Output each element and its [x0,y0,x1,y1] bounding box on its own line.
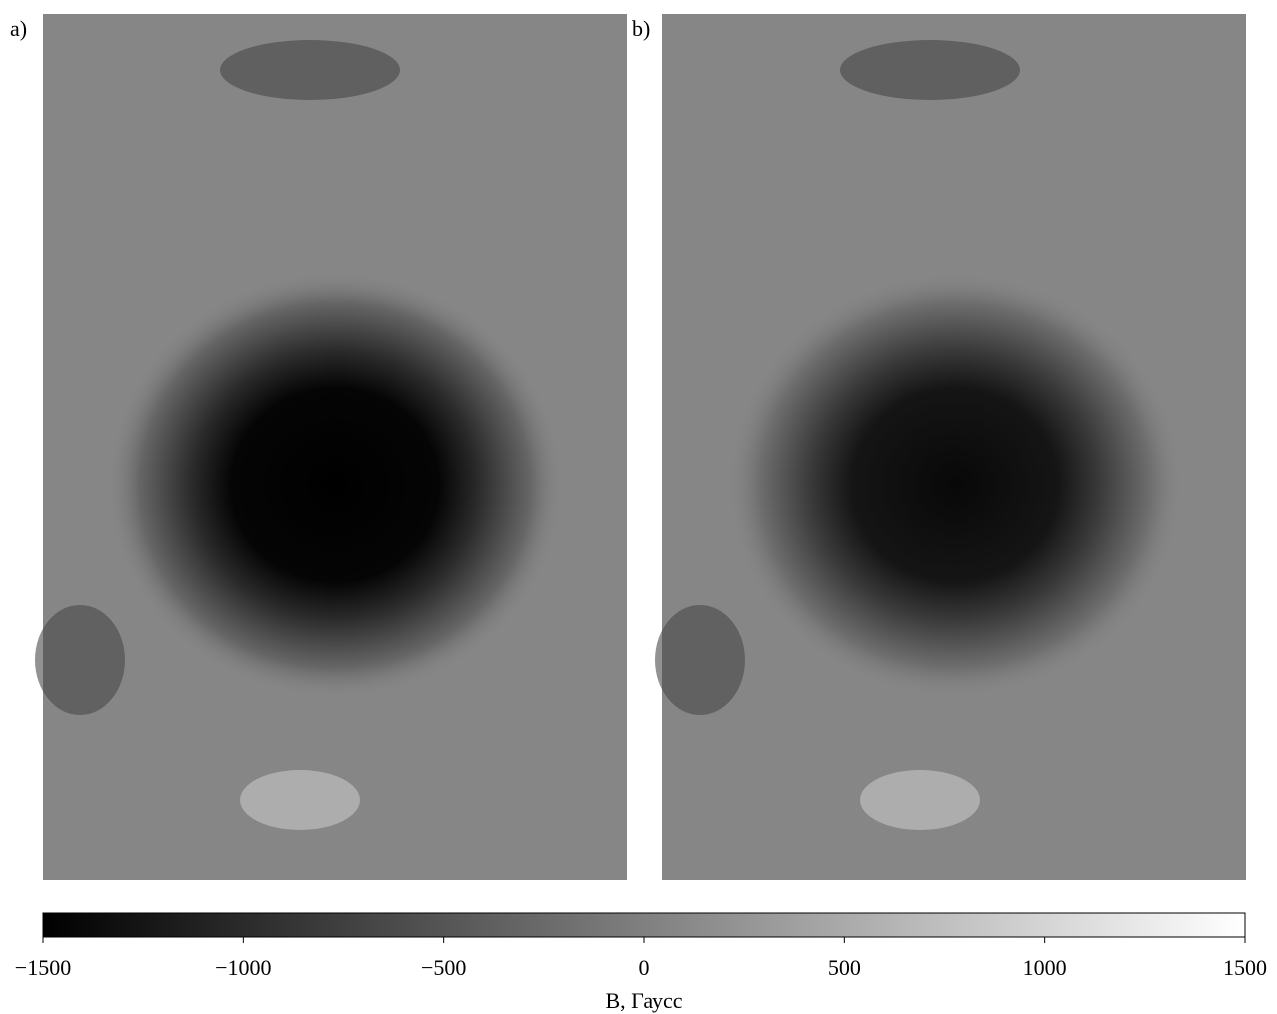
panel-label: b) [632,16,650,41]
plage [240,770,360,830]
x-axis-label: B, Гаусс [605,988,682,1013]
x-tick-label: 0 [639,955,650,980]
x-tick-label: −500 [421,955,466,980]
network [840,40,1020,100]
panel-a [35,14,627,880]
pore [655,605,745,715]
x-tick-label: −1500 [15,955,71,980]
network [220,40,400,100]
plage [860,770,980,830]
x-tick-label: 1000 [1023,955,1067,980]
panel-b [655,14,1246,880]
pore [35,605,125,715]
x-tick-label: 500 [828,955,861,980]
x-tick-label: 1500 [1223,955,1267,980]
sunspot [725,270,1185,700]
x-tick-label: −1000 [215,955,271,980]
panel-label: a) [10,16,27,41]
colorbar [42,912,1246,938]
sunspot [105,270,565,700]
